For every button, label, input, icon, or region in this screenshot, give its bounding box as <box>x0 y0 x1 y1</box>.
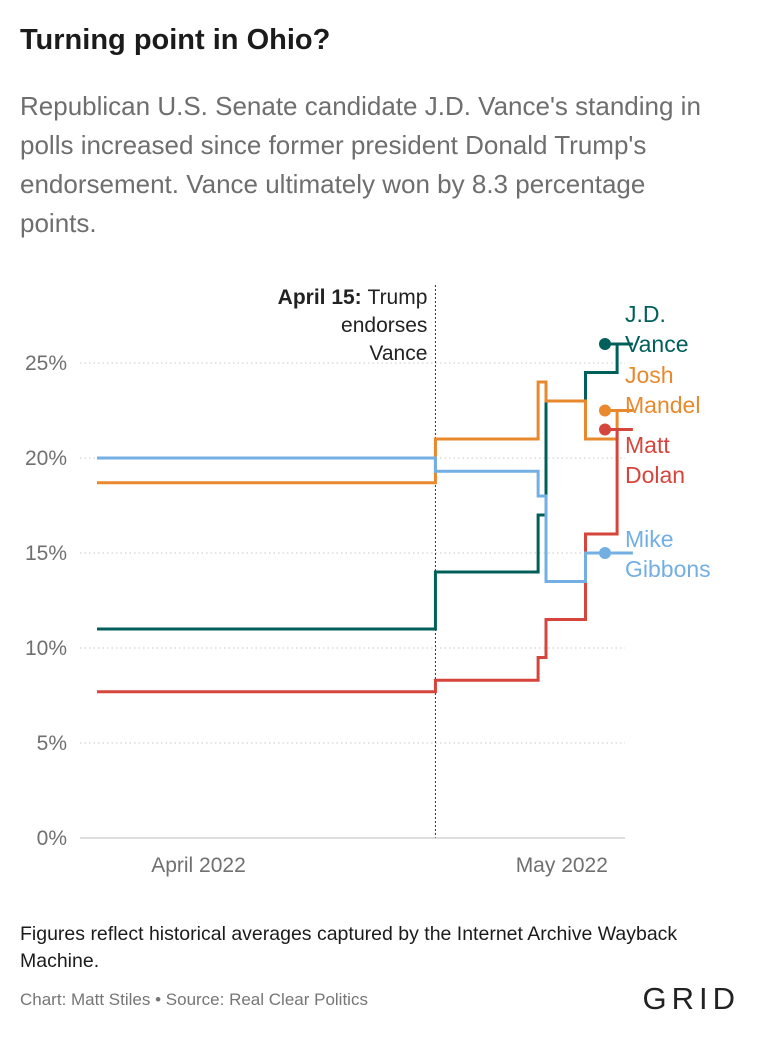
y-tick-label: 20% <box>25 447 67 470</box>
y-tick-label: 0% <box>37 827 67 850</box>
line-chart: April 15: Trump endorses Vance J.D. Vance Jo… <box>25 285 711 877</box>
series-label: Matt <box>625 432 670 458</box>
annotation-text: April 15: Trump <box>278 286 428 309</box>
series-end-point <box>599 338 611 350</box>
series-labels: J.D. Vance Josh Mandel Matt Dolan Mike Gibbons <box>625 301 711 582</box>
annotation-text: endorses <box>341 314 427 337</box>
y-tick-label: 25% <box>25 352 67 375</box>
series-label: Vance <box>625 331 689 357</box>
y-tick-label: 5% <box>37 732 67 755</box>
series-label: Mandel <box>625 392 700 418</box>
series-lines <box>97 338 633 694</box>
series-label: Mike <box>625 526 674 552</box>
series-label: J.D. <box>625 301 666 327</box>
x-tick-label: April 2022 <box>151 854 246 877</box>
annotation-text: Vance <box>369 342 427 365</box>
endorsement-annotation: April 15: Trump endorses Vance <box>278 285 436 838</box>
annotation-line: Trump <box>368 286 428 309</box>
credits: Chart: Matt Stiles • Source: Real Clear … <box>20 990 368 1009</box>
x-tick-label: May 2022 <box>516 854 608 877</box>
chart-title: Turning point in Ohio? <box>20 24 331 56</box>
series-label: Josh <box>625 362 674 388</box>
series-end-point <box>599 547 611 559</box>
series-line-josh-mandel <box>97 380 633 485</box>
y-tick-label: 15% <box>25 542 67 565</box>
series-label: Dolan <box>625 462 685 488</box>
y-tick-label: 10% <box>25 637 67 660</box>
series-end-point <box>599 423 611 436</box>
series-line-mike-gibbons <box>97 456 633 583</box>
series-line-matt-dolan <box>97 428 633 694</box>
chart-subtitle: Republican U.S. Senate candidate J.D. Va… <box>20 91 701 238</box>
series-label: Gibbons <box>625 556 711 582</box>
series-line-j-d-vance <box>97 342 633 631</box>
annotation-date: April 15: <box>278 286 368 309</box>
footnote: Figures reflect historical averages capt… <box>20 923 678 972</box>
gridlines <box>80 362 625 744</box>
grid-logo: GRID <box>642 981 740 1016</box>
axes: 0% 5% 10% 15% 20% 25% April 2022 May 2022 <box>25 352 625 877</box>
series-end-point <box>599 404 611 417</box>
